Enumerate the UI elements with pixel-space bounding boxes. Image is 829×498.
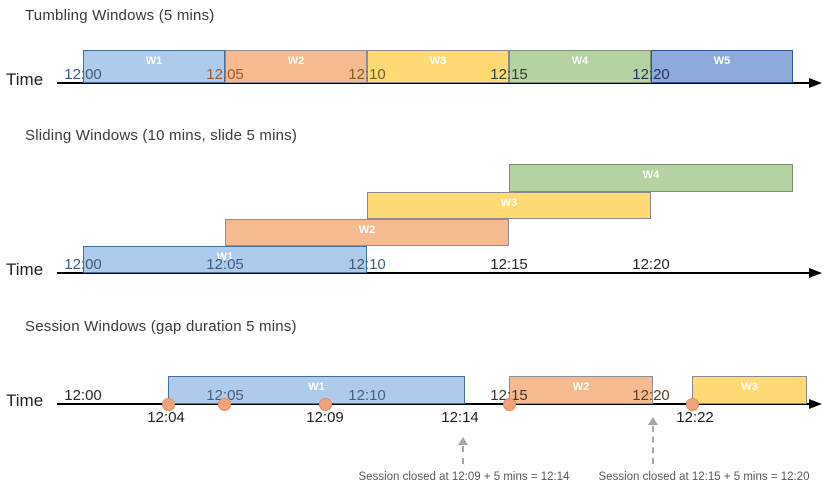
window-label: W3	[500, 197, 518, 209]
tick-label: 12:00	[64, 256, 102, 273]
time-axis-label: Time	[6, 260, 44, 279]
event-dot	[503, 398, 516, 411]
tick-label: 12:20	[632, 66, 670, 83]
window-label: W4	[642, 169, 660, 181]
dashed-arrow-line	[652, 426, 654, 464]
event-dot	[162, 398, 175, 411]
time-axis-label: Time	[6, 391, 44, 410]
window-bar-tumbling-w1: W1	[83, 50, 225, 83]
session-close-annotation: Session closed at 12:15 + 5 mins = 12:20	[598, 471, 810, 483]
window-label: W2	[287, 55, 305, 67]
timeline-axis-session	[57, 403, 809, 405]
tick-label: 12:20	[632, 387, 670, 404]
window-label: W2	[358, 224, 376, 236]
dashed-up-arrow-icon	[648, 417, 658, 425]
event-time-label: 12:22	[676, 409, 714, 426]
window-bar-sliding-w1: W1	[83, 246, 367, 273]
tick-label: 12:10	[348, 387, 386, 404]
window-label: W1	[145, 55, 163, 67]
window-label: W3	[741, 381, 758, 393]
window-bar-sliding-w4: W4	[509, 164, 793, 192]
section-title-session: Session Windows (gap duration 5 mins)	[25, 318, 297, 335]
tick-label: 12:20	[632, 256, 670, 273]
window-bar-tumbling-w4: W4	[509, 50, 651, 83]
axis-arrowhead-icon	[809, 268, 822, 278]
window-bar-tumbling-w3: W3	[367, 50, 509, 83]
dashed-arrow-line	[462, 446, 464, 464]
tick-label: 12:10	[348, 256, 386, 273]
tick-label: 12:00	[64, 66, 102, 83]
tick-label: 12:15	[490, 387, 528, 404]
event-dot	[319, 398, 332, 411]
window-label: W1	[216, 251, 234, 263]
section-title-sliding: Sliding Windows (10 mins, slide 5 mins)	[25, 127, 298, 144]
window-bar-tumbling-w2: W2	[225, 50, 367, 83]
tick-label: 12:15	[490, 66, 528, 83]
tick-label: 12:10	[348, 66, 386, 83]
timeline-axis-sliding	[57, 272, 809, 274]
timeline-axis-tumbling	[57, 82, 809, 84]
section-title-tumbling: Tumbling Windows (5 mins)	[25, 7, 215, 24]
tick-label: 12:05	[206, 66, 244, 83]
event-time-label: 12:09	[306, 409, 344, 426]
session-close-annotation: Session closed at 12:09 + 5 mins = 12:14	[358, 471, 570, 483]
window-bar-session-w1: W1	[168, 376, 465, 404]
window-label: W1	[308, 381, 325, 393]
event-dot	[218, 398, 231, 411]
tick-label: 12:05	[206, 387, 244, 404]
event-time-label: 12:04	[147, 409, 185, 426]
window-bar-session-w2: W2	[509, 376, 653, 404]
tick-label: 12:05	[206, 256, 244, 273]
window-bar-tumbling-w5: W5	[651, 50, 793, 83]
tick-label: 12:00	[64, 387, 102, 404]
tick-label: 12:15	[490, 256, 528, 273]
window-label: W2	[572, 381, 590, 393]
window-label: W3	[429, 55, 447, 67]
window-bar-sliding-w2: W2	[225, 219, 509, 246]
event-time-label: 12:14	[441, 409, 479, 426]
window-bar-session-w3: W3	[692, 376, 807, 404]
window-label: W5	[713, 55, 731, 67]
axis-arrowhead-icon	[809, 78, 822, 88]
dashed-up-arrow-icon	[458, 437, 468, 445]
time-axis-label: Time	[6, 70, 44, 89]
event-dot	[686, 398, 699, 411]
window-bar-sliding-w3: W3	[367, 192, 651, 219]
window-label: W4	[571, 55, 589, 67]
axis-arrowhead-icon	[809, 399, 822, 409]
